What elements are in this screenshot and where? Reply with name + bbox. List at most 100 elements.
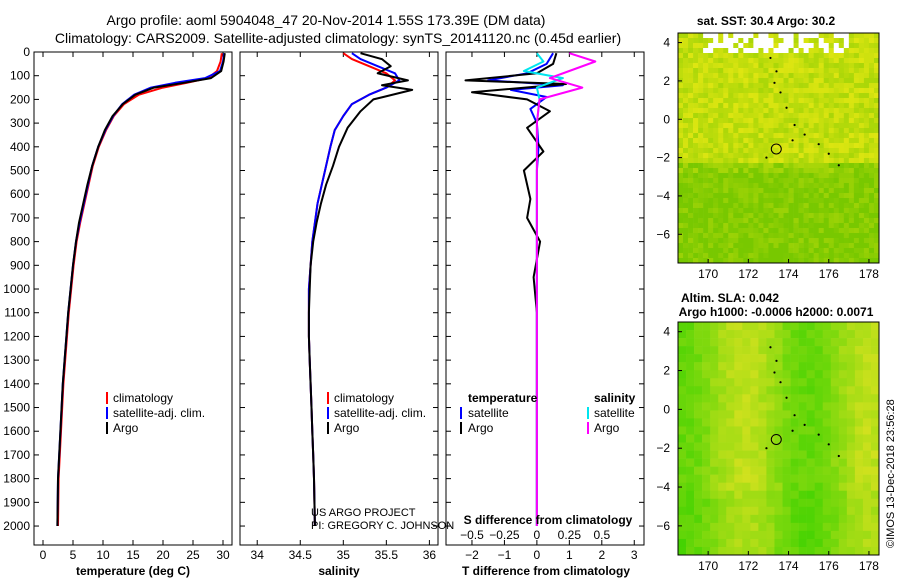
map-cell	[723, 243, 729, 249]
map-cell	[823, 43, 830, 49]
map-cell	[718, 346, 727, 355]
sst-map-frame	[677, 32, 880, 264]
map-cell	[688, 208, 694, 214]
map-y-tick-label: −4	[656, 189, 670, 203]
map-cell	[748, 123, 754, 129]
map-cell	[798, 193, 804, 199]
map-cell	[758, 522, 767, 532]
map-cell	[742, 322, 751, 331]
map-cell	[790, 442, 799, 451]
map-cell	[813, 83, 819, 89]
map-cell	[728, 73, 734, 79]
map-cell	[848, 203, 855, 209]
map-cell	[843, 48, 850, 54]
map-cell	[854, 490, 864, 500]
map-cell	[718, 38, 724, 44]
map-cell	[774, 426, 783, 435]
map-x-tick-label: 174	[779, 267, 799, 281]
map-cell	[713, 83, 719, 89]
map-cell	[823, 208, 830, 214]
map-cell	[734, 522, 743, 532]
map-cell	[703, 178, 709, 184]
map-cell	[768, 208, 774, 214]
map-cell	[728, 223, 734, 229]
map-cell	[854, 394, 864, 403]
map-cell	[782, 410, 791, 419]
map-cell	[798, 118, 804, 124]
map-cell	[758, 410, 767, 419]
map-cell	[750, 338, 759, 347]
map-cell	[683, 223, 689, 229]
map-cell	[788, 153, 794, 159]
map-cell	[783, 98, 789, 104]
map-cell	[708, 63, 714, 69]
map-cell	[768, 168, 774, 174]
map-cell	[768, 128, 774, 134]
map-cell	[748, 258, 754, 264]
map-cell	[814, 418, 824, 427]
map-cell	[858, 233, 865, 239]
island-dot	[837, 454, 840, 458]
map-cell	[803, 208, 809, 214]
map-cell	[793, 118, 799, 124]
map-cell	[868, 233, 875, 239]
sst-profile-location-marker	[770, 143, 782, 155]
map-cell	[738, 213, 744, 219]
map-cell	[858, 148, 865, 154]
map-cell	[750, 410, 759, 419]
map-cell	[833, 148, 840, 154]
map-cell	[686, 418, 695, 427]
map-cell	[858, 188, 865, 194]
map-cell	[748, 183, 754, 189]
map-cell	[723, 198, 729, 204]
map-cell	[778, 88, 784, 94]
map-cell	[822, 546, 832, 556]
map-cell	[713, 223, 719, 229]
map-cell	[858, 253, 865, 259]
map-cell	[728, 248, 734, 254]
map-cell	[708, 203, 714, 209]
map-cell	[678, 153, 684, 159]
map-cell	[766, 530, 775, 540]
map-cell	[743, 128, 749, 134]
map-cell	[678, 168, 684, 174]
map-cell	[838, 378, 848, 387]
map-cell	[818, 238, 825, 244]
map-cell	[702, 522, 711, 532]
map-cell	[698, 243, 704, 249]
map-cell	[793, 153, 799, 159]
map-cell	[848, 183, 855, 189]
map-cell	[753, 208, 759, 214]
map-cell	[854, 482, 864, 492]
map-cell	[868, 33, 875, 39]
map-cell	[768, 68, 774, 74]
map-cell	[833, 93, 840, 99]
map-cell	[734, 410, 743, 419]
map-cell	[750, 362, 759, 371]
map-cell	[738, 153, 744, 159]
map-cell	[814, 530, 824, 540]
map-cell	[778, 188, 784, 194]
map-cell	[854, 418, 864, 427]
map-cell	[803, 138, 809, 144]
map-x-tick-label: 178	[859, 267, 879, 281]
map-cell	[742, 514, 751, 524]
map-cell	[763, 228, 769, 234]
map-cell	[742, 506, 751, 516]
map-cell	[766, 330, 775, 339]
map-cell	[753, 103, 759, 109]
island-dot	[791, 429, 794, 432]
map-cell	[703, 83, 709, 89]
map-cell	[748, 163, 754, 169]
map-cell	[703, 168, 709, 174]
map-cell	[703, 48, 709, 54]
map-cell	[798, 346, 807, 355]
map-cell	[726, 522, 735, 532]
map-cell	[698, 58, 704, 64]
map-cell	[698, 43, 704, 49]
map-cell	[846, 386, 856, 395]
map-cell	[828, 88, 835, 94]
map-cell	[773, 228, 779, 234]
map-cell	[758, 33, 764, 39]
x-tick-label: 1	[566, 548, 573, 562]
